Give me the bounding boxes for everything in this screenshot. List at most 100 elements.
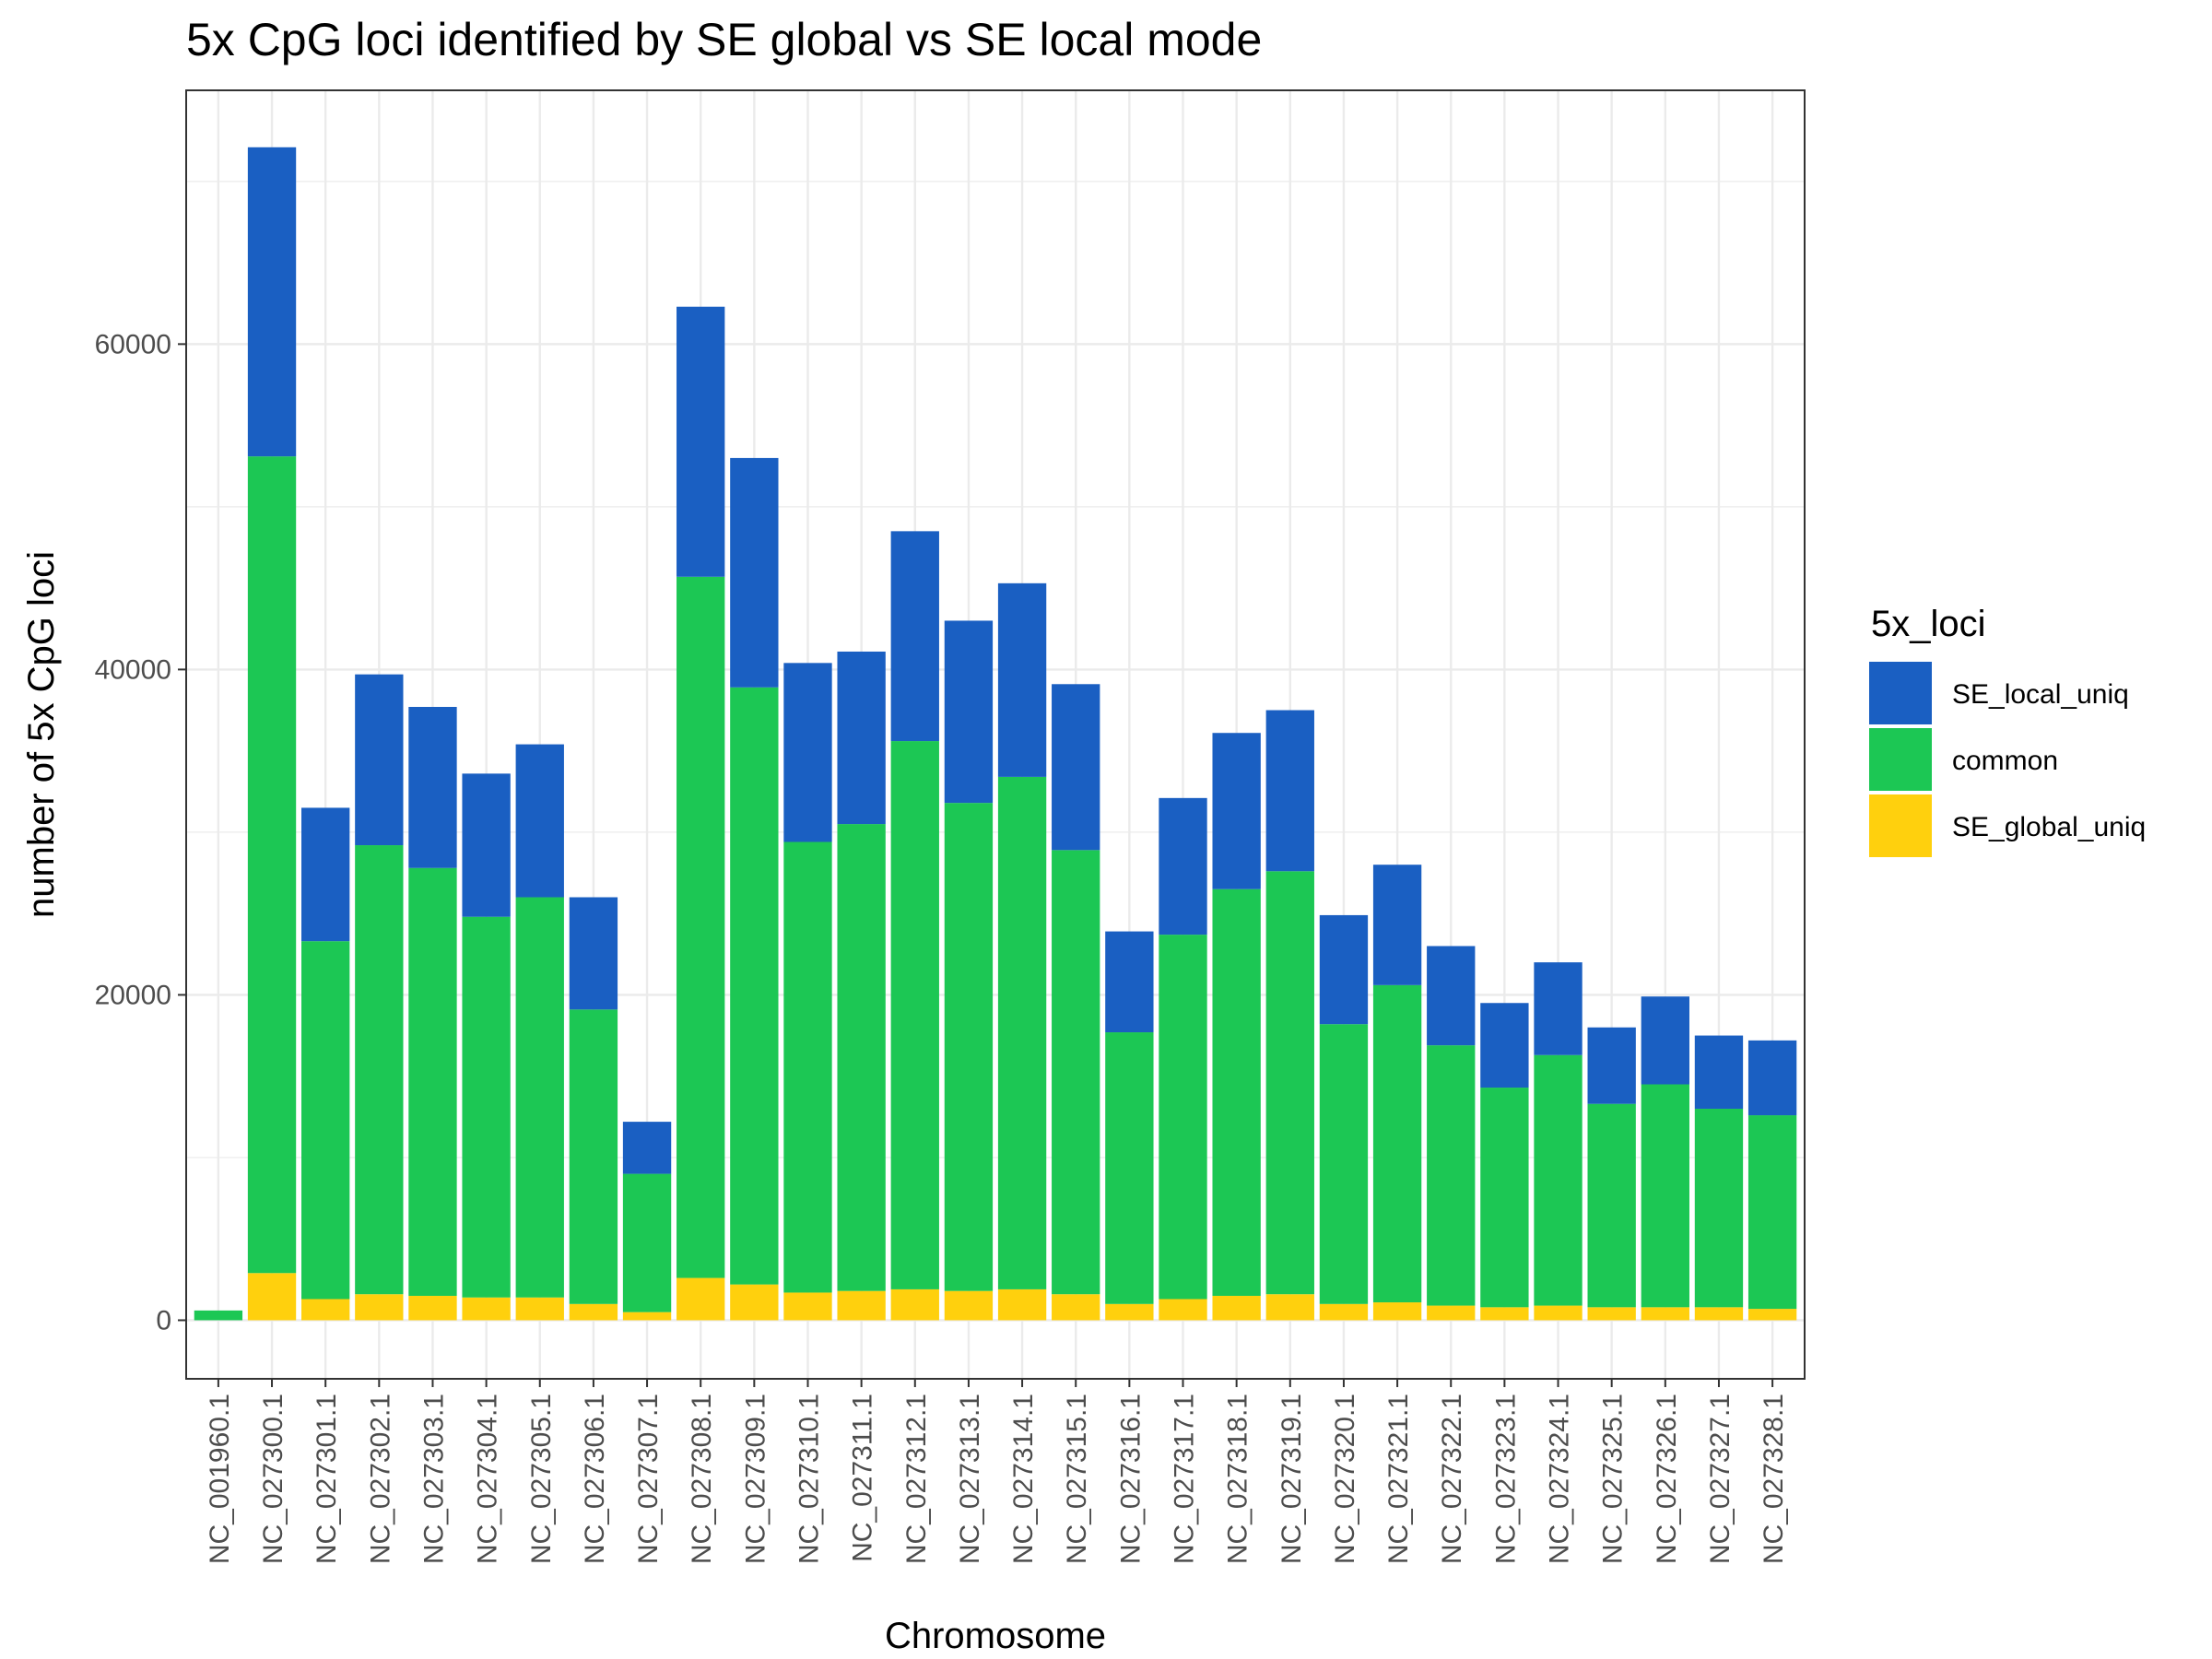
x-tick-label: NC_027317.1 xyxy=(1170,1394,1200,1564)
x-tick-label: NC_027309.1 xyxy=(740,1394,771,1564)
y-axis: 0 20000 40000 60000 xyxy=(95,329,186,1335)
legend-title: 5x_loci xyxy=(1871,604,1986,644)
bar-segment-SE_global_uniq xyxy=(462,1297,511,1321)
bar-segment-SE_local_uniq xyxy=(837,651,886,825)
bar-segment-common xyxy=(1641,1084,1689,1308)
bar-segment-common xyxy=(1319,1024,1369,1304)
bar-segment-SE_global_uniq xyxy=(247,1273,297,1321)
bar-segment-SE_global_uniq xyxy=(1534,1305,1583,1321)
bar-segment-SE_global_uniq xyxy=(1427,1305,1476,1321)
bar-segment-common xyxy=(622,1173,672,1312)
bar-segment-SE_local_uniq xyxy=(462,773,511,917)
bar-segment-SE_local_uniq xyxy=(1747,1040,1797,1116)
x-tick-label: NC_027304.1 xyxy=(473,1394,503,1564)
bar-segment-common xyxy=(194,1310,243,1321)
bar-segment-common xyxy=(1052,850,1100,1295)
bar-segment-common xyxy=(1747,1115,1797,1310)
bar-segment-SE_global_uniq xyxy=(1105,1303,1154,1321)
x-tick-label: NC_027328.1 xyxy=(1759,1394,1789,1564)
x-tick-label: NC_027319.1 xyxy=(1277,1394,1307,1564)
bar-segment-SE_global_uniq xyxy=(890,1288,939,1321)
bar-segment-SE_local_uniq xyxy=(730,457,779,688)
bar-segment-common xyxy=(462,916,511,1298)
bar-segment-SE_global_uniq xyxy=(1159,1299,1207,1321)
bar-segment-SE_local_uniq xyxy=(1052,684,1100,851)
bar-segment-SE_global_uniq xyxy=(837,1290,886,1321)
y-tick-label: 0 xyxy=(156,1305,171,1335)
bar-segment-SE_global_uniq xyxy=(1694,1307,1744,1321)
bar-segment-common xyxy=(408,867,457,1296)
bar-segment-SE_global_uniq xyxy=(515,1297,564,1321)
bar-segment-SE_local_uniq xyxy=(1105,931,1154,1033)
bar-segment-SE_global_uniq xyxy=(783,1292,832,1321)
legend-key-common xyxy=(1869,728,1932,791)
x-tick-label: NC_027318.1 xyxy=(1223,1394,1253,1564)
bar-segment-SE_global_uniq xyxy=(355,1294,404,1321)
legend-label-common: common xyxy=(1952,746,2058,776)
x-tick-label: NC_027307.1 xyxy=(633,1394,664,1564)
bar-segment-SE_global_uniq xyxy=(622,1312,672,1321)
bar-segment-common xyxy=(677,576,725,1278)
bar-segment-SE_global_uniq xyxy=(1265,1294,1314,1321)
panel-border xyxy=(185,89,1806,1380)
legend-key-SE_local_uniq xyxy=(1869,662,1932,724)
bar-segment-common xyxy=(997,776,1047,1289)
bar-segment-SE_global_uniq xyxy=(677,1277,725,1321)
bar-segment-SE_global_uniq xyxy=(1587,1307,1636,1321)
x-axis-title: Chromosome xyxy=(885,1616,1106,1656)
x-tick-label: NC_027311.1 xyxy=(848,1394,878,1562)
y-tick-label: 20000 xyxy=(95,980,171,1010)
chart-title: 5x CpG loci identified by SE global vs S… xyxy=(186,14,1262,65)
bar-segment-common xyxy=(1480,1088,1529,1308)
y-tick-label: 40000 xyxy=(95,654,171,685)
bar-segment-SE_local_uniq xyxy=(301,807,350,942)
bar-segment-common xyxy=(890,741,939,1289)
bar-segment-SE_local_uniq xyxy=(890,531,939,742)
bar-segment-SE_local_uniq xyxy=(569,897,618,1010)
bar-segment-SE_local_uniq xyxy=(944,620,994,804)
x-tick-label: NC_027326.1 xyxy=(1652,1394,1682,1564)
bar-segment-SE_global_uniq xyxy=(569,1303,618,1321)
bar-segment-SE_local_uniq xyxy=(1480,1003,1529,1088)
bar-segment-common xyxy=(301,941,350,1300)
bar-segment-common xyxy=(1105,1032,1154,1304)
x-tick-label: NC_027315.1 xyxy=(1062,1394,1092,1564)
x-tick-label: NC_027306.1 xyxy=(580,1394,610,1564)
bars xyxy=(194,147,1797,1321)
plot-panel xyxy=(185,89,1806,1380)
bar-segment-common xyxy=(944,803,994,1291)
x-tick-label: NC_027323.1 xyxy=(1490,1394,1521,1564)
bar-segment-SE_local_uniq xyxy=(783,663,832,842)
bar-segment-common xyxy=(783,841,832,1293)
x-tick-label: NC_027302.1 xyxy=(365,1394,395,1564)
bar-segment-SE_local_uniq xyxy=(1212,733,1261,889)
x-tick-label: NC_027308.1 xyxy=(687,1394,717,1564)
x-tick-label: NC_027303.1 xyxy=(418,1394,449,1564)
bar-segment-SE_local_uniq xyxy=(1427,946,1476,1046)
x-tick-label: NC_027327.1 xyxy=(1705,1394,1735,1564)
bar-segment-common xyxy=(569,1009,618,1304)
legend-label-SE_global_uniq: SE_global_uniq xyxy=(1952,812,2146,842)
bar-segment-SE_global_uniq xyxy=(408,1295,457,1321)
bar-segment-common xyxy=(1587,1103,1636,1308)
bar-segment-common xyxy=(1265,871,1314,1295)
bar-segment-common xyxy=(1159,935,1207,1300)
bar-segment-SE_local_uniq xyxy=(408,706,457,868)
x-tick-label: NC_001960.1 xyxy=(205,1394,235,1564)
x-tick-label: NC_027310.1 xyxy=(794,1394,824,1564)
legend-label-SE_local_uniq: SE_local_uniq xyxy=(1952,679,2129,710)
bar-segment-common xyxy=(355,845,404,1295)
bar-segment-SE_local_uniq xyxy=(1159,797,1207,935)
bar-segment-SE_local_uniq xyxy=(677,306,725,577)
bar-segment-SE_global_uniq xyxy=(1319,1303,1369,1321)
bar-segment-SE_local_uniq xyxy=(1319,914,1369,1025)
bar-segment-SE_global_uniq xyxy=(997,1288,1047,1321)
bar-segment-common xyxy=(730,687,779,1285)
x-tick-label: NC_027322.1 xyxy=(1437,1394,1467,1564)
x-tick-label: NC_027316.1 xyxy=(1115,1394,1146,1564)
x-tick-label: NC_027301.1 xyxy=(312,1394,342,1564)
x-tick-label: NC_027320.1 xyxy=(1330,1394,1360,1564)
x-axis: NC_001960.1 NC_027300.1 NC_027301.1 NC_0273… xyxy=(205,1379,1789,1564)
bar-segment-SE_global_uniq xyxy=(1212,1295,1261,1321)
